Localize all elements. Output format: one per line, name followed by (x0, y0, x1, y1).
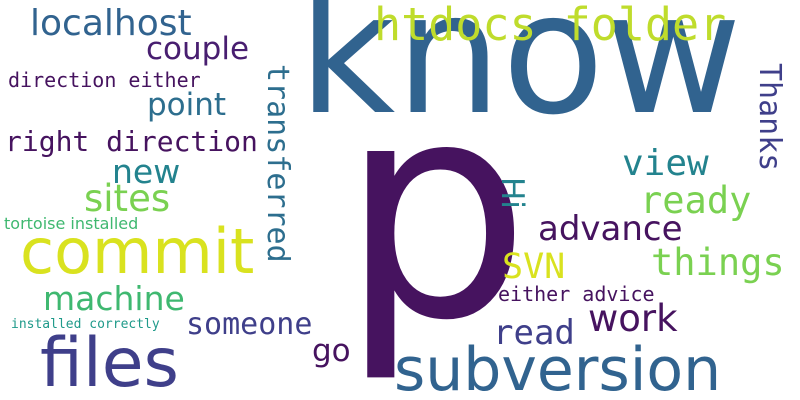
word-someone: someone (186, 310, 312, 340)
word-htdocs-folder: htdocs folder (374, 2, 726, 47)
word-couple: couple (146, 34, 249, 65)
word-hi: Hi (496, 177, 527, 209)
word-thanks: Thanks (754, 63, 784, 171)
word-work: work (588, 300, 678, 337)
word-files: files (40, 330, 179, 398)
word-point: point (147, 90, 226, 121)
word-read: read (493, 316, 575, 350)
word-commit: commit (20, 221, 254, 283)
word-transferred: transferred (262, 64, 292, 263)
word-things: things (651, 244, 785, 281)
word-machine: machine (43, 282, 185, 315)
word-sites: sites (84, 180, 170, 217)
word-svn: SVN (502, 250, 565, 285)
word-go: go (312, 336, 351, 367)
word-view: view (622, 146, 709, 182)
